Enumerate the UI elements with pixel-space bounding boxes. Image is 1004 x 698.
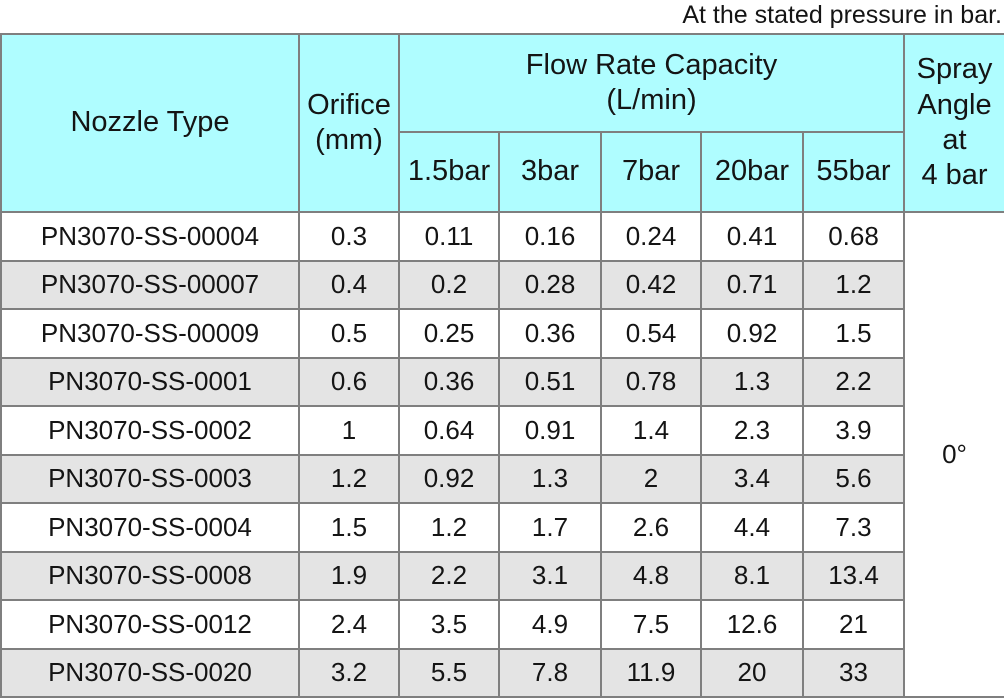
flow-value-cell: 7.5 [600,599,702,650]
spray-angle-value-cell: 0° [903,211,1004,698]
flow-value-cell: 0.42 [600,259,702,310]
header-orifice: Orifice (mm) [298,33,400,213]
flow-value-cell: 12.6 [700,599,804,650]
flow-value-cell: 0.16 [498,211,602,262]
header-pressure-7bar: 7bar [600,131,702,213]
header-pressure-55bar: 55bar [802,131,905,213]
flow-value-cell: 4.4 [700,502,804,553]
orifice-cell: 1.9 [298,550,400,601]
table-header: Nozzle Type Orifice (mm) Flow Rate Capac… [0,33,1004,213]
flow-value-cell: 0.28 [498,259,602,310]
flow-value-cell: 1.5 [802,308,905,359]
flow-value-cell: 1.2 [802,259,905,310]
nozzle-type-cell: PN3070-SS-00007 [0,259,300,310]
header-row-top: Nozzle Type Orifice (mm) Flow Rate Capac… [0,33,1004,213]
flow-value-cell: 0.92 [700,308,804,359]
flow-value-cell: 2 [600,453,702,504]
flow-value-cell: 5.5 [398,647,500,698]
flow-value-cell: 1.2 [398,502,500,553]
header-row-pressures: 1.5bar 3bar 7bar 20bar 55bar [1,131,1004,213]
flow-value-cell: 0.51 [498,356,602,407]
flow-value-cell: 0.91 [498,405,602,456]
flow-value-cell: 0.36 [398,356,500,407]
orifice-cell: 0.5 [298,308,400,359]
table-row: PN3070-SS-0002 1 0.64 0.91 1.4 2.3 3.9 [0,405,1004,456]
flow-value-cell: 2.2 [398,550,500,601]
flow-value-cell: 1.3 [700,356,804,407]
table-row: PN3070-SS-0001 0.6 0.36 0.51 0.78 1.3 2.2 [0,356,1004,407]
orifice-cell: 1.2 [298,453,400,504]
flow-value-cell: 2.6 [600,502,702,553]
nozzle-type-cell: PN3070-SS-0001 [0,356,300,407]
flow-value-cell: 33 [802,647,905,698]
flow-value-cell: 7.3 [802,502,905,553]
flow-value-cell: 1.4 [600,405,702,456]
pressure-note: At the stated pressure in bar. [682,1,1002,29]
flow-value-cell: 3.5 [398,599,500,650]
flow-value-cell: 0.71 [700,259,804,310]
flow-value-cell: 2.2 [802,356,905,407]
orifice-cell: 1 [298,405,400,456]
flow-value-cell: 0.68 [802,211,905,262]
flow-rate-table: Nozzle Type Orifice (mm) Flow Rate Capac… [0,33,1004,698]
header-nozzle-type: Nozzle Type [0,33,300,213]
nozzle-type-cell: PN3070-SS-0003 [0,453,300,504]
nozzle-type-cell: PN3070-SS-0002 [0,405,300,456]
nozzle-type-cell: PN3070-SS-0004 [0,502,300,553]
flow-value-cell: 0.64 [398,405,500,456]
orifice-cell: 0.3 [298,211,400,262]
flow-value-cell: 0.41 [700,211,804,262]
flow-value-cell: 11.9 [600,647,702,698]
nozzle-type-cell: PN3070-SS-0008 [0,550,300,601]
flow-value-cell: 2.3 [700,405,804,456]
flow-value-cell: 0.78 [600,356,702,407]
flow-value-cell: 3.4 [700,453,804,504]
nozzle-type-cell: PN3070-SS-0012 [0,599,300,650]
flow-value-cell: 1.3 [498,453,602,504]
table-body: PN3070-SS-00004 0.3 0.11 0.16 0.24 0.41 0.68 0°… [0,211,1004,698]
header-pressure-3bar: 3bar [498,131,602,213]
flow-value-cell: 0.2 [398,259,500,310]
nozzle-type-cell: PN3070-SS-00009 [0,308,300,359]
orifice-cell: 0.6 [298,356,400,407]
flow-value-cell: 4.8 [600,550,702,601]
flow-value-cell: 5.6 [802,453,905,504]
table-row: PN3070-SS-0012 2.4 3.5 4.9 7.5 12.6 21 [0,599,1004,650]
orifice-cell: 0.4 [298,259,400,310]
flow-value-cell: 8.1 [700,550,804,601]
flow-value-cell: 3.1 [498,550,602,601]
orifice-cell: 1.5 [298,502,400,553]
flow-value-cell: 1.7 [498,502,602,553]
table-row: PN3070-SS-0003 1.2 0.92 1.3 2 3.4 5.6 [0,453,1004,504]
flow-value-cell: 7.8 [498,647,602,698]
table-row: PN3070-SS-00009 0.5 0.25 0.36 0.54 0.92 1.5 [0,308,1004,359]
table-row: PN3070-SS-0004 1.5 1.2 1.7 2.6 4.4 7.3 [0,502,1004,553]
flow-value-cell: 0.25 [398,308,500,359]
table-row: PN3070-SS-00004 0.3 0.11 0.16 0.24 0.41 0.68 0° [0,211,1004,698]
table-row: PN3070-SS-00007 0.4 0.2 0.28 0.42 0.71 1.2 [0,259,1004,310]
header-spray-angle: Spray Angle at 4 bar [903,33,1004,213]
table-row: PN3070-SS-0008 1.9 2.2 3.1 4.8 8.1 13.4 [0,550,1004,601]
flow-value-cell: 13.4 [802,550,905,601]
nozzle-type-cell: PN3070-SS-0020 [0,647,300,698]
flow-value-cell: 0.11 [398,211,500,262]
flow-value-cell: 0.92 [398,453,500,504]
header-pressure-20bar: 20bar [700,131,804,213]
orifice-cell: 2.4 [298,599,400,650]
flow-value-cell: 21 [802,599,905,650]
flow-value-cell: 3.9 [802,405,905,456]
orifice-cell: 3.2 [298,647,400,698]
flow-value-cell: 0.24 [600,211,702,262]
flow-value-cell: 0.36 [498,308,602,359]
flow-value-cell: 20 [700,647,804,698]
header-pressure-1-5bar: 1.5bar [398,131,500,213]
header-flow-rate-capacity: Flow Rate Capacity (L/min) [398,33,905,133]
nozzle-type-cell: PN3070-SS-00004 [0,211,300,262]
flow-value-cell: 4.9 [498,599,602,650]
table-row: PN3070-SS-0020 3.2 5.5 7.8 11.9 20 33 [0,647,1004,698]
flow-value-cell: 0.54 [600,308,702,359]
